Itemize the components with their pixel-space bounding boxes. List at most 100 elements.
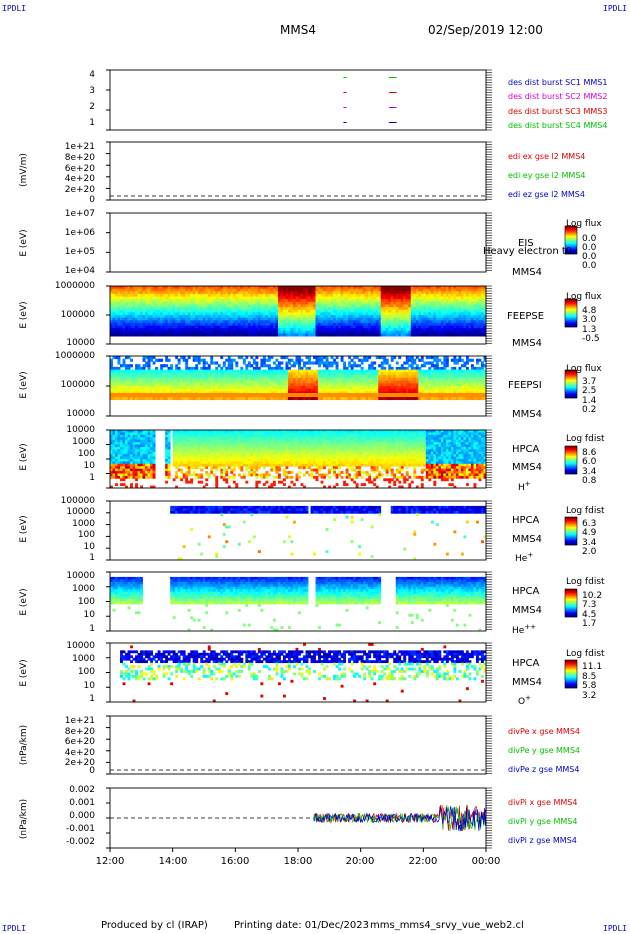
spectrogram-cell (155, 304, 158, 307)
spectrogram-cell (255, 383, 258, 386)
spectrogram-cell (363, 318, 366, 321)
spectrogram-cell (401, 315, 404, 318)
spectrogram-cell (411, 302, 414, 305)
spectrogram-cell (280, 367, 283, 370)
spectrogram-cell (371, 318, 374, 321)
spectrogram-cell (158, 389, 161, 392)
spectrogram-cell (451, 318, 454, 321)
spectrogram-cell (358, 297, 361, 300)
spectrogram-cell (210, 312, 213, 315)
spectrogram-cell (150, 304, 153, 307)
spectrogram-cell (346, 320, 349, 323)
spectrogram-cell (295, 291, 298, 294)
spectrogram-cell (426, 315, 429, 318)
spectrogram-cell (250, 364, 253, 367)
spectrogram-cell (135, 323, 138, 326)
spectrogram-cell (403, 397, 406, 400)
spectrogram-cell (113, 375, 116, 378)
spectrogram-cell (293, 370, 296, 373)
spectrogram-cell (260, 378, 263, 381)
spectrogram-cell (200, 302, 203, 305)
spectrogram-cell (208, 310, 211, 313)
spectrogram-cell (416, 299, 419, 302)
spectrogram-cell (115, 315, 118, 318)
spectrogram-cell (333, 383, 336, 386)
spectrogram-cell (448, 294, 451, 297)
spectrogram-cell (113, 294, 116, 297)
spectrogram-cell (233, 328, 236, 331)
spectrogram-cell (401, 291, 404, 294)
spectrogram-cell (421, 383, 424, 386)
spectrogram-cell (468, 326, 471, 329)
spectrogram-cell (396, 367, 399, 370)
spectrogram-cell (228, 361, 231, 364)
spectrogram-cell (313, 372, 316, 375)
spectrogram-cell (123, 386, 126, 389)
spectrogram-cell (463, 307, 466, 310)
spectrogram-cell (331, 299, 334, 302)
spectrogram-cell (128, 320, 131, 323)
spectrogram-cell (351, 326, 354, 329)
spectrogram-cell (283, 378, 286, 381)
spectrogram-cell (413, 320, 416, 323)
spectrogram-cell (436, 310, 439, 313)
spectrogram-cell (275, 367, 278, 370)
spectrogram-cell (466, 328, 469, 331)
spectrogram-cell (280, 361, 283, 364)
spectrogram-cell (218, 383, 221, 386)
spectrogram-cell (175, 294, 178, 297)
spectrogram-cell (173, 328, 176, 331)
spectrogram-cell (393, 310, 396, 313)
spectrogram-cell (356, 381, 359, 384)
spectrogram-cell (198, 318, 201, 321)
spectrogram-cell (453, 310, 456, 313)
spectrogram-cell (135, 297, 138, 300)
spectrogram-cell (383, 356, 386, 359)
spectrogram-cell (303, 331, 306, 334)
spectrogram-cell (225, 378, 228, 381)
spectrogram-cell (220, 291, 223, 294)
spectrogram-cell (255, 315, 258, 318)
spectrogram-cell (128, 310, 131, 313)
spectrogram-cell (113, 367, 116, 370)
spectrogram-cell (243, 378, 246, 381)
spectrogram-cell (348, 364, 351, 367)
spectrogram-cell (195, 299, 198, 302)
spectrogram-cell (165, 375, 168, 378)
spectrogram-cell (205, 370, 208, 373)
spectrogram-cell (193, 383, 196, 386)
spectrogram-cell (418, 323, 421, 326)
spectrogram-cell (275, 397, 278, 400)
spectrogram-cell (466, 381, 469, 384)
spectrogram-cell (456, 297, 459, 300)
spectrogram-cell (223, 318, 226, 321)
spectrogram-cell (163, 389, 166, 392)
spectrogram-cell (115, 302, 118, 305)
spectrogram-cell (303, 375, 306, 378)
spectrogram-cell (123, 294, 126, 297)
spectrogram-cell (115, 299, 118, 302)
spectrogram-cell (306, 375, 309, 378)
spectrogram-cell (140, 297, 143, 300)
spectrogram-cell (453, 370, 456, 373)
spectrogram-cell (205, 397, 208, 400)
spectrogram-cell (376, 356, 379, 359)
spectrogram-cell (378, 397, 381, 400)
spectrogram-cell (366, 370, 369, 373)
spectrogram-cell (333, 381, 336, 384)
spectrogram-cell (183, 383, 186, 386)
spectrogram-cell (155, 386, 158, 389)
spectrogram-cell (473, 383, 476, 386)
spectrogram-cell (148, 328, 151, 331)
spectrogram-cell (120, 457, 123, 460)
spectrogram-cell (316, 302, 319, 305)
spectrogram-cell (290, 364, 293, 367)
spectrogram-cell (253, 381, 256, 384)
spectrogram-cell (326, 361, 329, 364)
spectrogram-cell (183, 289, 186, 292)
spectrogram-cell (406, 302, 409, 305)
spectrogram-cell (418, 383, 421, 386)
spectrogram-cell (295, 372, 298, 375)
spectrogram-cell (301, 320, 304, 323)
spectrogram-cell (331, 397, 334, 400)
